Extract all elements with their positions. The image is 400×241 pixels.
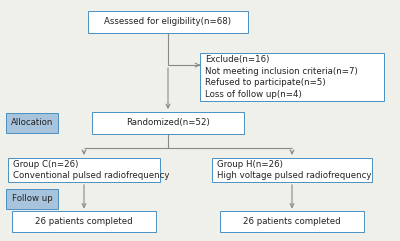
Text: Group C(n=26)
Conventional pulsed radiofrequency: Group C(n=26) Conventional pulsed radiof… (13, 160, 169, 180)
Text: Allocation: Allocation (11, 118, 53, 127)
FancyBboxPatch shape (6, 188, 58, 209)
Text: 26 patients completed: 26 patients completed (243, 217, 341, 226)
FancyBboxPatch shape (88, 11, 248, 33)
Text: Follow up: Follow up (12, 194, 52, 203)
Text: Group H(n=26)
High voltage pulsed radiofrequency: Group H(n=26) High voltage pulsed radiof… (217, 160, 371, 180)
FancyBboxPatch shape (92, 112, 244, 134)
FancyBboxPatch shape (8, 158, 160, 182)
FancyBboxPatch shape (212, 158, 372, 182)
FancyBboxPatch shape (12, 212, 156, 232)
Text: Exclude(n=16)
Not meeting inclusion criteria(n=7)
Refused to participate(n=5)
Lo: Exclude(n=16) Not meeting inclusion crit… (205, 55, 358, 99)
FancyBboxPatch shape (220, 212, 364, 232)
Text: 26 patients completed: 26 patients completed (35, 217, 133, 226)
FancyBboxPatch shape (6, 113, 58, 133)
Text: Assessed for eligibility(n=68): Assessed for eligibility(n=68) (104, 17, 232, 26)
Text: Randomized(n=52): Randomized(n=52) (126, 118, 210, 127)
FancyBboxPatch shape (200, 53, 384, 101)
